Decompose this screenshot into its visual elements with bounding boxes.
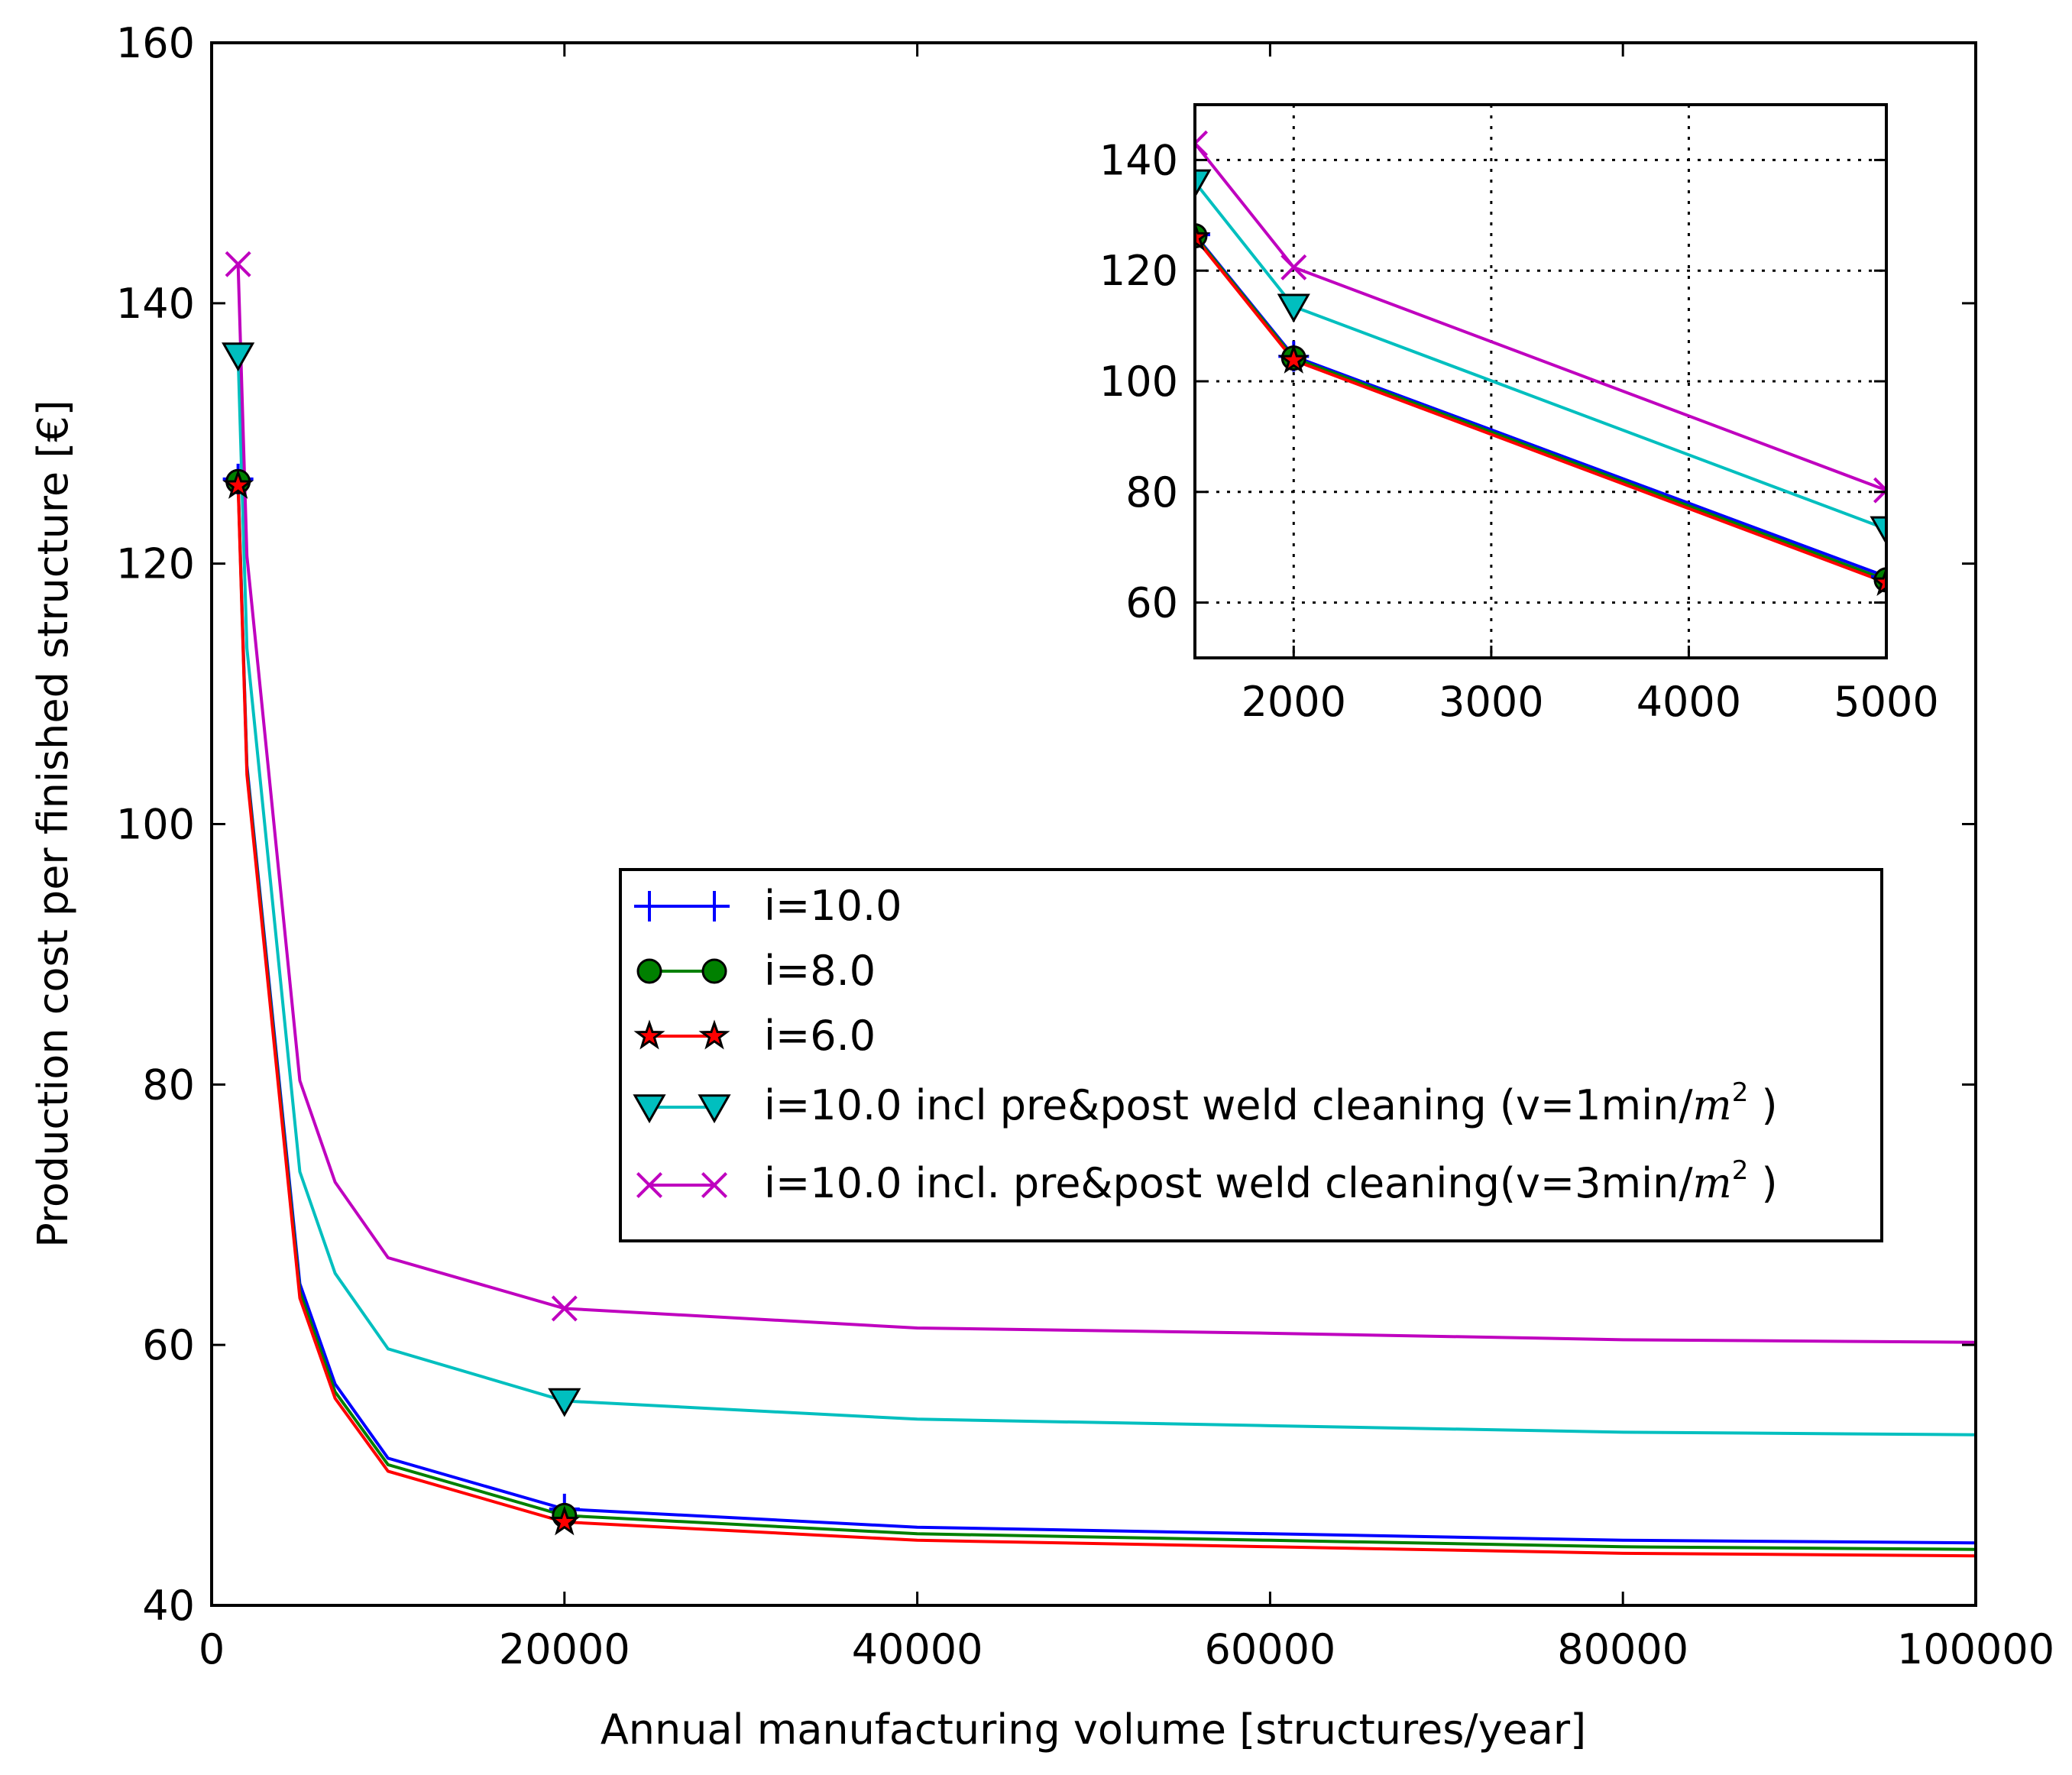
legend-label-cleaning-1min-unit: m — [1693, 1081, 1732, 1129]
legend-marker-end-cleaning-3min-b — [701, 1171, 728, 1199]
legend-entry-cleaning-3min: i=10.0 incl. pre&post weld cleaning(v=3m… — [636, 1155, 1778, 1207]
inset-series-marker-cleaning-3min-0-b — [1195, 130, 1209, 146]
inset-series-marker-cleaning-3min-0-a — [1195, 141, 1209, 157]
legend-sample-cleaning-1min — [633, 1094, 731, 1124]
y-tick-label-5: 140 — [116, 280, 195, 328]
inset-series-marker-cleaning-3min-1 — [1280, 254, 1307, 280]
series-marker-i6-0 — [222, 468, 254, 499]
inset-y-tick-label-4: 140 — [1099, 136, 1178, 184]
inset-series-marker-cleaning-3min-0 — [1195, 130, 1209, 157]
legend-frame — [619, 868, 1883, 1242]
legend-label-i6: i=6.0 — [764, 1012, 876, 1060]
legend-marker-start-cleaning-1min — [633, 1094, 666, 1124]
series-line-cleaning-3min — [236, 264, 1976, 1344]
legend-entry-i8: i=8.0 — [636, 947, 876, 995]
x-tick-label-4: 80000 — [1557, 1625, 1688, 1673]
y-tick-label-0: 40 — [142, 1582, 195, 1630]
inset-x-tick-label-0: 2000 — [1242, 678, 1346, 726]
inset-series-marker-cleaning-3min-2-a — [1873, 477, 1886, 493]
legend-label-cleaning-3min: i=10.0 incl. pre&post weld cleaning(v=3m… — [764, 1155, 1778, 1207]
x-tick-label-3: 60000 — [1205, 1625, 1336, 1673]
y-tick-label-4: 120 — [116, 540, 195, 588]
y-tick-label-6: 160 — [116, 19, 195, 67]
inset-plot-background — [1195, 105, 1886, 658]
legend-entry-i6: i=6.0 — [633, 1012, 876, 1060]
legend-marker-end-cleaning-1min — [698, 1094, 731, 1124]
legend-marker-end-cleaning-3min — [701, 1171, 728, 1199]
legend-marker-start-i10 — [634, 891, 665, 922]
inset-y-tick-label-1: 80 — [1125, 468, 1178, 517]
inset-series-marker-cleaning-1min-1 — [1277, 293, 1310, 323]
legend-marker-end-i10 — [699, 891, 730, 922]
y-tick-label-2: 80 — [142, 1061, 195, 1109]
y-tick-label-3: 100 — [116, 801, 195, 849]
series-line-i6 — [236, 485, 1976, 1558]
series-marker-i6-1 — [549, 1505, 581, 1536]
x-tick-label-2: 40000 — [852, 1625, 983, 1673]
series-marker-cleaning-3min-0 — [225, 251, 251, 277]
inset-series-marker-cleaning-3min-1-b — [1280, 254, 1307, 280]
x-tick-label-0: 0 — [199, 1625, 225, 1673]
inset-series-marker-i6-2 — [1870, 565, 1886, 596]
series-marker-cleaning-1min-0 — [222, 342, 255, 372]
legend-label-cleaning-3min-unit: m — [1693, 1159, 1732, 1207]
legend-sample-i6 — [633, 1019, 730, 1050]
inset-x-tick-label-3: 5000 — [1834, 678, 1938, 726]
inset-y-tick-label-3: 120 — [1099, 247, 1178, 295]
legend-entry-cleaning-1min: i=10.0 incl pre&post weld cleaning (v=1m… — [633, 1077, 1778, 1129]
legend-marker-start-i8 — [636, 958, 662, 984]
main-series-group — [236, 264, 1976, 1558]
legend-label-cleaning-3min-power: 2 — [1732, 1155, 1749, 1186]
x-tick-label-1: 20000 — [499, 1625, 630, 1673]
legend-sample-cleaning-3min — [636, 1171, 728, 1199]
inset-x-tick-label-2: 4000 — [1637, 678, 1741, 726]
x-tick-label-5: 100000 — [1897, 1625, 2054, 1673]
inset-y-tick-label-2: 100 — [1099, 358, 1178, 406]
inset-series-marker-cleaning-3min-2 — [1873, 477, 1886, 504]
main-ticks-group: 0 20000 40000 60000 80000 100000 40 60 80 100 120 1… — [116, 19, 2054, 1673]
x-axis-title: Annual manufacturing volume [structures/… — [601, 1705, 1586, 1754]
legend-marker-start-i6 — [633, 1019, 665, 1050]
legend-label-cleaning-3min-suffix: ) — [1748, 1159, 1777, 1207]
legend-marker-start-cleaning-3min-b — [636, 1171, 663, 1199]
inset-series-marker-i6-0 — [1195, 221, 1211, 251]
inset-series-marker-cleaning-1min-0 — [1195, 169, 1212, 199]
legend-label-cleaning-1min: i=10.0 incl pre&post weld cleaning (v=1m… — [764, 1077, 1778, 1129]
inset-ticks-group: 2000 3000 4000 5000 60 80 100 120 140 — [1099, 136, 1939, 726]
y-tick-label-1: 60 — [142, 1321, 195, 1369]
series-marker-cleaning-3min-1-b — [551, 1295, 578, 1322]
inset-series-marker-i6-1 — [1277, 343, 1310, 374]
legend-label-cleaning-1min-suffix: ) — [1748, 1081, 1777, 1129]
legend-label-i8: i=8.0 — [764, 947, 876, 995]
main-markers-group — [222, 251, 581, 1536]
legend-marker-end-i8 — [701, 958, 727, 984]
series-marker-cleaning-1min-1 — [548, 1388, 581, 1417]
legend-marker-end-i6 — [698, 1019, 730, 1050]
inset-plot-frame — [1193, 103, 1888, 659]
legend-entry-i10: i=10.0 — [634, 882, 902, 930]
series-line-cleaning-1min — [236, 355, 1976, 1437]
legend-label-cleaning-1min-text: i=10.0 incl pre&post weld cleaning (v=1m… — [764, 1081, 1693, 1129]
inset-y-tick-label-0: 60 — [1125, 579, 1178, 627]
legend-sample-i10 — [634, 891, 730, 922]
inset-series-marker-cleaning-1min-2 — [1870, 516, 1886, 546]
inset-series-marker-cleaning-3min-2-b — [1873, 487, 1886, 504]
legend-marker-start-cleaning-3min — [636, 1171, 663, 1199]
main-plot-frame — [210, 41, 1977, 1607]
legend-label-cleaning-3min-text: i=10.0 incl. pre&post weld cleaning(v=3m… — [764, 1159, 1693, 1207]
inset-markers-group — [1195, 130, 1886, 596]
series-marker-cleaning-3min-1 — [551, 1295, 578, 1322]
y-axis-title: Production cost per finished structure [… — [29, 400, 77, 1248]
legend: i=10.0 i=8.0 i=6.0 i=10.0 incl pre&post … — [619, 868, 1883, 1242]
legend-label-cleaning-1min-power: 2 — [1732, 1077, 1749, 1108]
series-marker-cleaning-3min-0-b — [225, 251, 251, 277]
legend-sample-i8 — [636, 958, 727, 984]
legend-label-i10: i=10.0 — [764, 882, 902, 930]
inset-x-tick-label-1: 3000 — [1439, 678, 1543, 726]
